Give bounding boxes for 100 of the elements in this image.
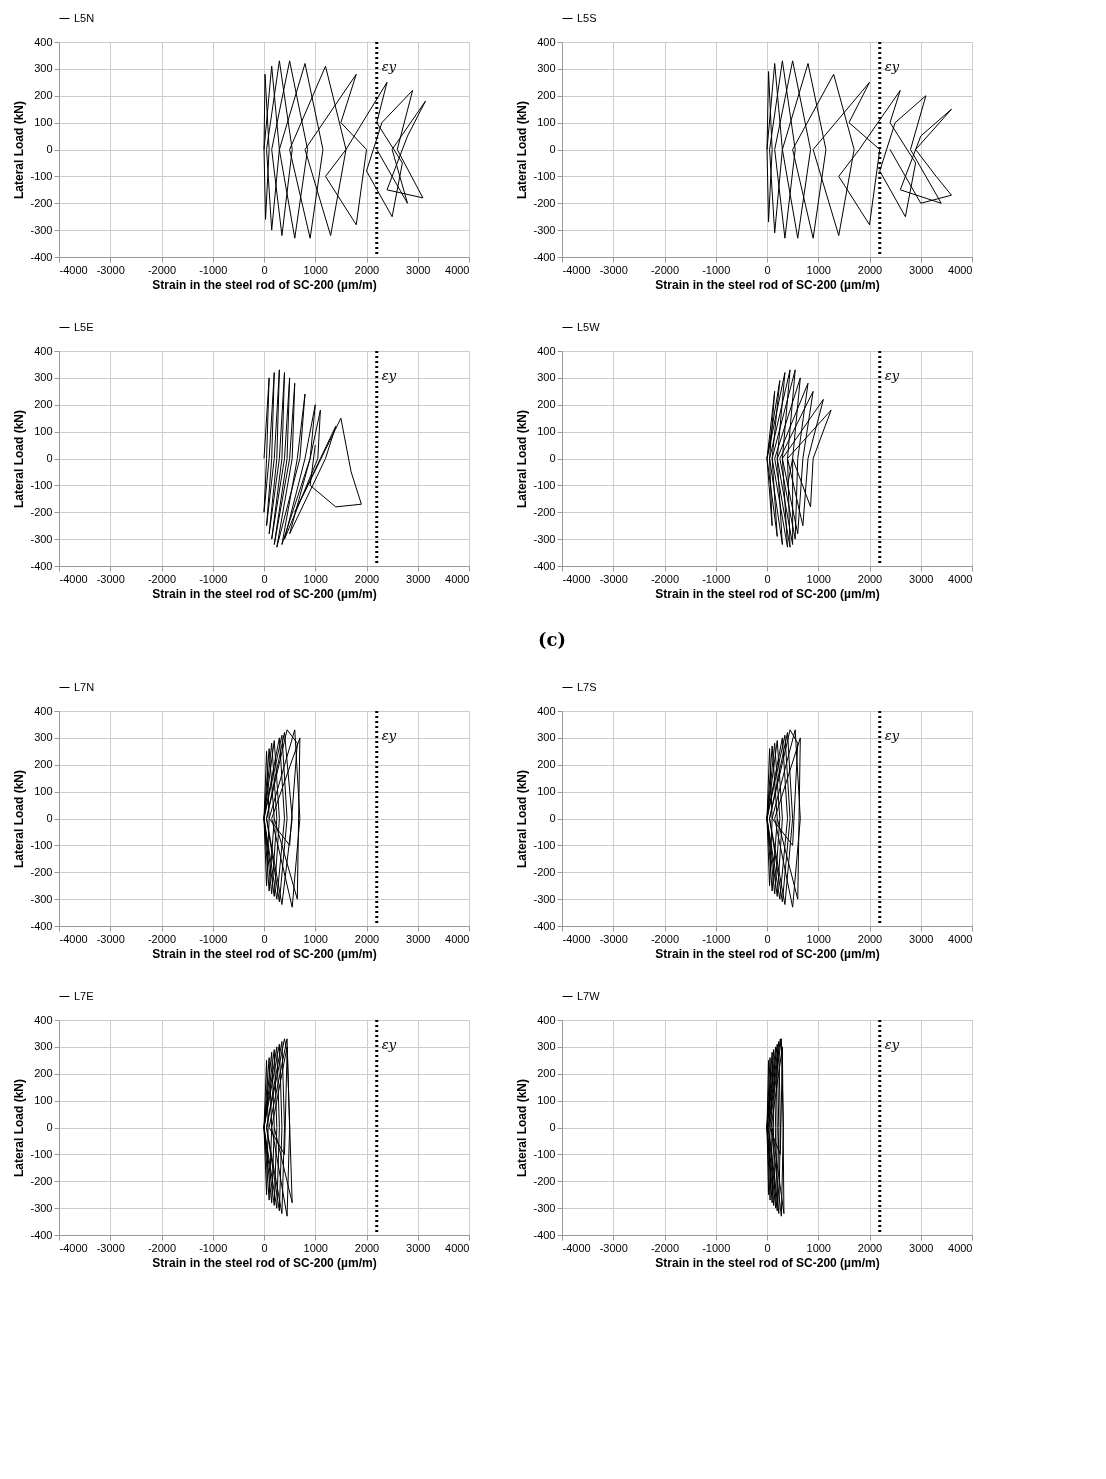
x-tick-label: -2000 xyxy=(147,572,177,585)
x-tick-label: 0 xyxy=(261,1241,268,1254)
ref-line-label: εy xyxy=(381,1037,397,1052)
y-axis-title: Lateral Load (kN) xyxy=(12,1078,27,1178)
line-series xyxy=(263,729,301,908)
y-tick-label: -300 xyxy=(533,223,556,236)
y-tick-label: -200 xyxy=(30,196,53,209)
y-tick-label: -100 xyxy=(533,1147,556,1160)
x-tick-label: 0 xyxy=(261,263,268,276)
y-tick-label: 200 xyxy=(537,1067,556,1080)
y-tick-label: -100 xyxy=(533,169,556,182)
y-tick-label: 200 xyxy=(537,758,556,771)
x-tick-label: 3000 xyxy=(909,1241,934,1254)
x-tick-label: 0 xyxy=(261,932,268,945)
x-tick-label: -1000 xyxy=(702,572,731,585)
y-tick-label: 100 xyxy=(34,1094,53,1107)
x-tick-label: 4000 xyxy=(445,932,470,945)
y-tick-label: 0 xyxy=(549,143,556,155)
x-tick-label: -4000 xyxy=(59,932,88,945)
x-tick-label: 1000 xyxy=(303,932,328,945)
x-tick-label: 1000 xyxy=(303,263,328,276)
y-axis-title: Lateral Load (kN) xyxy=(515,409,530,509)
x-axis-title: Strain in the steel rod of SC-200 (µm/m) xyxy=(152,946,377,961)
y-tick-label: -400 xyxy=(30,1228,53,1241)
x-tick-label: 1000 xyxy=(806,932,831,945)
x-tick-label: 0 xyxy=(261,572,268,585)
x-axis-title: Strain in the steel rod of SC-200 (µm/m) xyxy=(655,586,880,601)
y-tick-label: -100 xyxy=(30,838,53,851)
ref-line-label: εy xyxy=(884,1037,900,1052)
legend-label: L5E xyxy=(74,320,94,333)
x-tick-label: -3000 xyxy=(96,932,125,945)
ref-line-label: εy xyxy=(381,728,397,743)
y-tick-label: -100 xyxy=(30,478,53,491)
x-tick-label: -4000 xyxy=(562,572,591,585)
x-tick-label: 4000 xyxy=(948,263,973,276)
ref-line-label: εy xyxy=(884,728,900,743)
y-tick-label: 100 xyxy=(34,785,53,798)
y-tick-label: 300 xyxy=(34,731,53,744)
x-tick-label: -2000 xyxy=(650,932,680,945)
y-tick-label: 400 xyxy=(537,704,556,717)
y-tick-label: 400 xyxy=(537,1013,556,1026)
x-tick-label: 4000 xyxy=(948,572,973,585)
x-tick-label: 1000 xyxy=(806,572,831,585)
x-tick-label: 1000 xyxy=(303,572,328,585)
y-tick-label: -400 xyxy=(533,1228,556,1241)
y-axis-title: Lateral Load (kN) xyxy=(12,409,27,509)
y-tick-label: 100 xyxy=(537,116,556,129)
y-tick-label: 0 xyxy=(46,452,53,464)
y-tick-label: -400 xyxy=(30,559,53,572)
x-tick-label: 0 xyxy=(764,572,771,585)
x-tick-label: 3000 xyxy=(406,1241,431,1254)
y-tick-label: 300 xyxy=(537,1040,556,1053)
x-tick-label: 3000 xyxy=(406,263,431,276)
x-axis-title: Strain in the steel rod of SC-200 (µm/m) xyxy=(655,277,880,292)
ref-line-label: εy xyxy=(884,59,900,74)
x-tick-label: -3000 xyxy=(96,572,125,585)
x-tick-label: -1000 xyxy=(199,1241,228,1254)
y-tick-label: -100 xyxy=(30,1147,53,1160)
x-tick-label: -1000 xyxy=(199,572,228,585)
y-tick-label: 400 xyxy=(34,1013,53,1026)
x-tick-label: -4000 xyxy=(59,1241,88,1254)
x-axis-title: Strain in the steel rod of SC-200 (µm/m) xyxy=(655,1255,880,1270)
y-tick-label: 100 xyxy=(537,1094,556,1107)
ref-line-label: εy xyxy=(381,368,397,383)
x-tick-label: 3000 xyxy=(909,263,934,276)
y-tick-label: -100 xyxy=(30,169,53,182)
y-axis-title: Lateral Load (kN) xyxy=(515,100,530,200)
y-tick-label: 100 xyxy=(537,785,556,798)
y-tick-label: -200 xyxy=(533,505,556,518)
y-axis-title: Lateral Load (kN) xyxy=(12,769,27,869)
line-series xyxy=(263,1038,293,1217)
x-tick-label: 3000 xyxy=(406,572,431,585)
x-tick-label: -1000 xyxy=(702,263,731,276)
x-tick-label: 2000 xyxy=(857,572,883,585)
y-tick-label: -300 xyxy=(533,1201,556,1214)
x-axis-title: Strain in the steel rod of SC-200 (µm/m) xyxy=(655,946,880,961)
x-tick-label: -3000 xyxy=(599,572,628,585)
legend-label: L5W xyxy=(577,320,601,333)
line-series xyxy=(766,369,832,548)
x-tick-label: 1000 xyxy=(806,1241,831,1254)
x-tick-label: 2000 xyxy=(354,1241,380,1254)
x-tick-label: -1000 xyxy=(702,1241,731,1254)
y-tick-label: 200 xyxy=(34,89,53,102)
x-tick-label: 4000 xyxy=(445,1241,470,1254)
x-tick-label: 2000 xyxy=(354,932,380,945)
x-tick-label: -4000 xyxy=(562,1241,591,1254)
x-tick-label: 1000 xyxy=(806,263,831,276)
x-axis-title: Strain in the steel rod of SC-200 (µm/m) xyxy=(152,586,377,601)
legend-label: L5S xyxy=(577,11,597,24)
x-axis-title: Strain in the steel rod of SC-200 (µm/m) xyxy=(152,277,377,292)
x-tick-label: -3000 xyxy=(599,1241,628,1254)
x-tick-label: 0 xyxy=(764,1241,771,1254)
x-tick-label: -2000 xyxy=(650,572,680,585)
x-tick-label: -2000 xyxy=(147,263,177,276)
x-tick-label: 2000 xyxy=(857,932,883,945)
x-tick-label: -1000 xyxy=(199,932,228,945)
y-tick-label: -300 xyxy=(30,892,53,905)
x-tick-label: -3000 xyxy=(96,1241,125,1254)
x-tick-label: -2000 xyxy=(650,263,680,276)
x-tick-label: 3000 xyxy=(909,932,934,945)
